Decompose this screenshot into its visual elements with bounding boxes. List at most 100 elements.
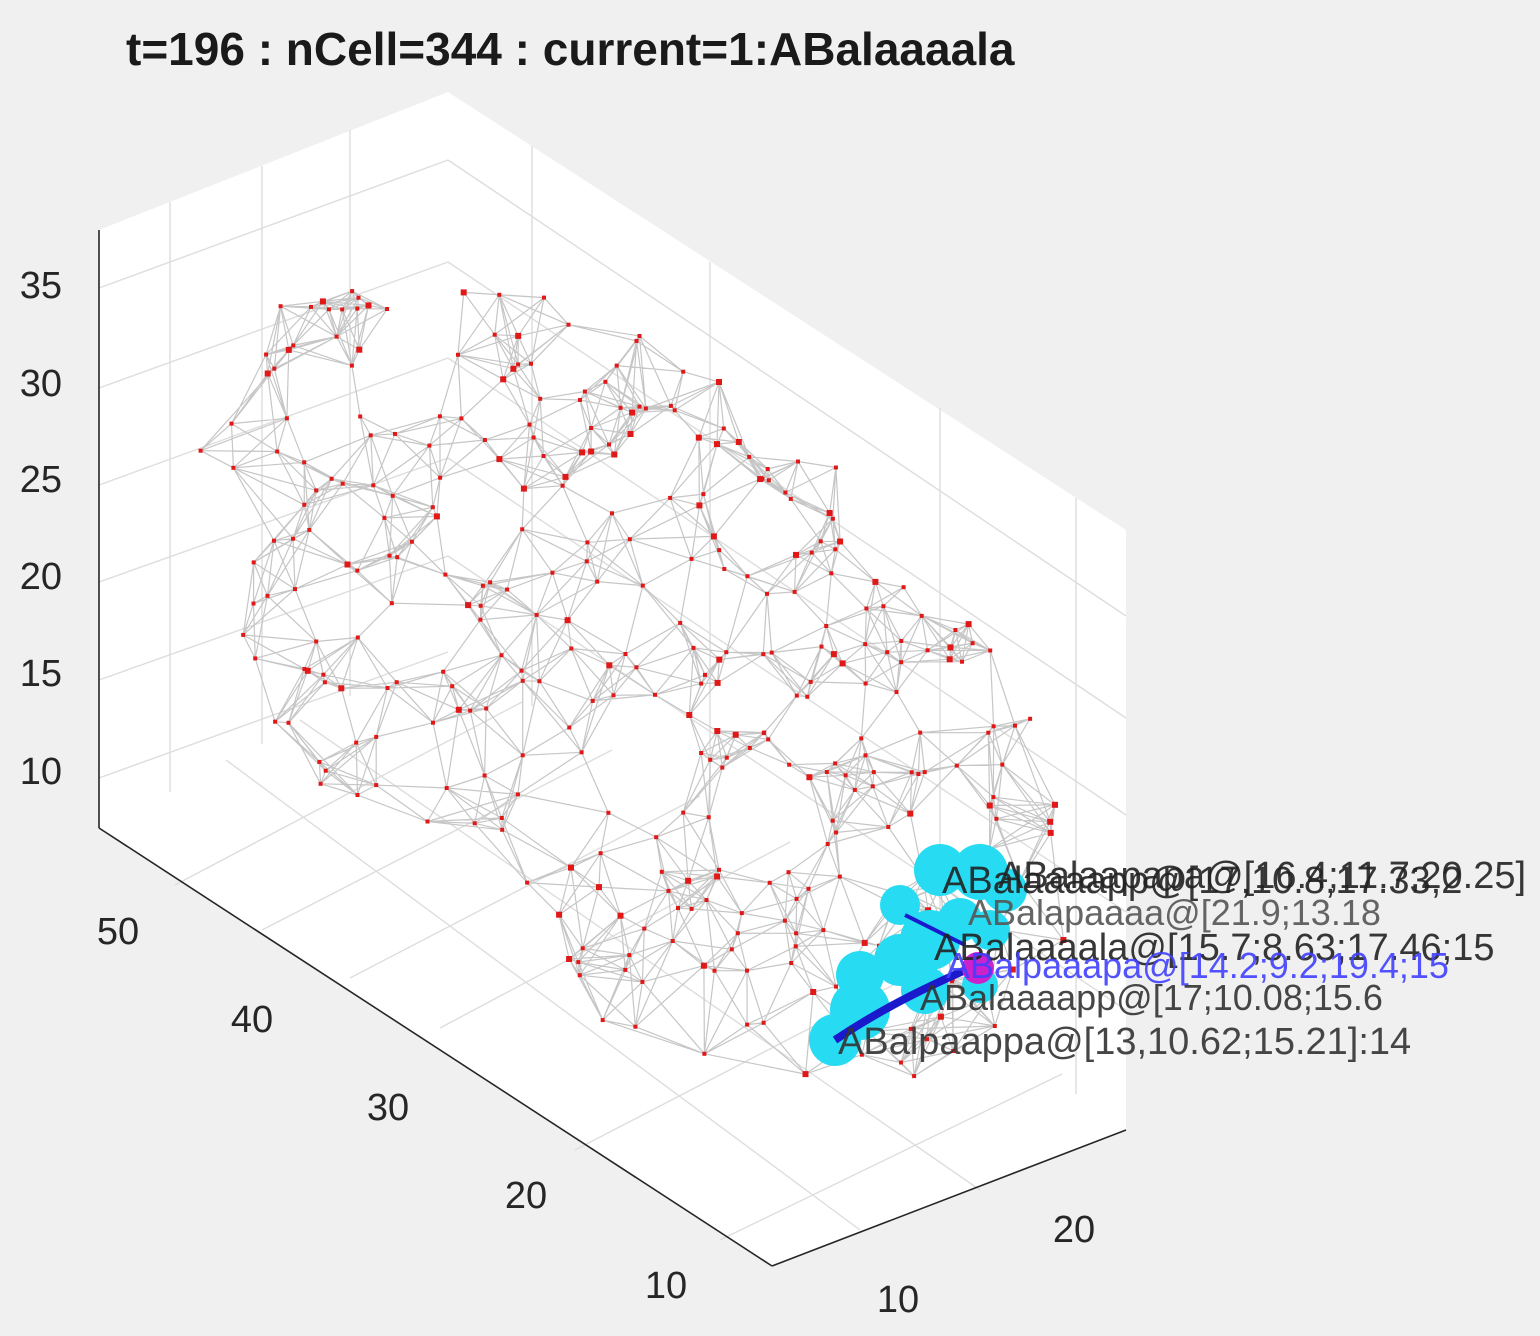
cell-marker (272, 538, 276, 543)
cell-marker (696, 502, 703, 509)
cell-marker (579, 750, 584, 755)
cell-marker (826, 510, 833, 516)
cell-marker (907, 810, 914, 817)
cell-marker (520, 527, 525, 532)
grid-line (98, 261, 449, 389)
cell-marker (788, 496, 793, 501)
cell-marker (578, 398, 582, 402)
cell-marker (824, 770, 829, 774)
cell-marker (499, 816, 504, 820)
cell-marker (717, 548, 722, 553)
cell-marker (871, 770, 876, 775)
cell-marker (302, 502, 307, 507)
cell-marker (659, 869, 664, 874)
cell-marker (634, 338, 639, 343)
cell-marker (340, 481, 345, 486)
cell-marker (894, 690, 899, 694)
cell-marker (623, 967, 628, 972)
cell-marker (355, 568, 360, 573)
cell-marker (642, 926, 647, 931)
cell-marker (627, 953, 632, 958)
x-tick-label: 10 (877, 1279, 919, 1321)
cell-marker (922, 770, 927, 775)
cell-marker (960, 659, 964, 664)
cell-marker (716, 656, 723, 663)
cell-marker (793, 551, 799, 558)
cell-marker (946, 656, 953, 663)
cell-marker (686, 712, 693, 718)
cell-marker (541, 454, 546, 458)
cell-marker (321, 672, 326, 677)
cell-marker (986, 802, 993, 809)
cell-marker (484, 706, 489, 711)
cell-marker (534, 612, 539, 617)
cell-marker (1047, 829, 1054, 836)
cell-marker (819, 644, 824, 649)
cell-marker (576, 960, 581, 965)
cell-marker (701, 492, 706, 497)
cell-marker (796, 459, 800, 464)
cell-annotation: ABalaaaala@[15.7;8.63;17.46;15 (934, 927, 1494, 969)
cell-marker (427, 443, 432, 448)
cell-marker (323, 768, 328, 773)
cell-marker (782, 918, 787, 923)
cell-marker (525, 880, 530, 885)
cell-marker (542, 295, 546, 300)
cell-marker (603, 379, 608, 384)
cell-marker (833, 465, 838, 470)
cell-marker (881, 604, 886, 609)
cell-marker (482, 773, 487, 778)
cell-marker (560, 483, 565, 488)
cell-marker (735, 931, 740, 936)
cell-marker (595, 579, 600, 584)
cell-marker (637, 404, 642, 409)
floor-plane (99, 642, 1126, 1266)
cell-marker (291, 343, 296, 348)
cell-marker (356, 295, 361, 300)
cell-marker (717, 867, 721, 872)
cell-marker (863, 681, 868, 686)
cell-marker (431, 720, 435, 725)
cell-marker (598, 851, 603, 856)
cell-marker (385, 307, 390, 311)
cell-marker (437, 414, 442, 419)
cell-marker (714, 441, 720, 448)
cell-marker (627, 537, 632, 542)
cell-marker (859, 736, 864, 741)
cell-marker (637, 334, 642, 338)
grid-line (447, 555, 1127, 1011)
cell-marker (872, 578, 879, 585)
cell-marker (354, 740, 359, 745)
cell-marker (745, 968, 749, 973)
cell-marker (566, 956, 573, 962)
cell-marker (994, 816, 999, 821)
cell-marker (787, 762, 792, 767)
cell-marker (538, 396, 543, 401)
cell-marker (588, 448, 595, 455)
grid-line (447, 357, 1127, 816)
cell-marker (839, 660, 846, 667)
z-tick-label: 30 (20, 363, 62, 405)
cell-marker (767, 880, 772, 885)
cell-marker (334, 334, 339, 339)
cell-marker (387, 553, 392, 558)
cell-marker (275, 449, 280, 454)
cell-marker (766, 737, 771, 742)
cell-marker (885, 650, 890, 655)
grid-line (225, 759, 861, 1231)
neighbor-marker (983, 868, 1027, 912)
cell-marker (623, 652, 628, 656)
cell-marker (272, 366, 277, 371)
cell-annotations: ABalaaaapp@[17,10.8,17.33,2ABalaapapa@[1… (838, 855, 1526, 1063)
cell-marker (492, 332, 497, 337)
cell-marker (681, 810, 686, 815)
cell-marker (556, 911, 563, 918)
cell-marker (633, 1024, 638, 1029)
cell-marker (670, 939, 675, 943)
cell-marker (700, 962, 707, 969)
cell-marker (264, 370, 271, 377)
grid-line (447, 457, 1127, 913)
cell-marker (991, 795, 996, 800)
cell-marker (668, 495, 673, 500)
